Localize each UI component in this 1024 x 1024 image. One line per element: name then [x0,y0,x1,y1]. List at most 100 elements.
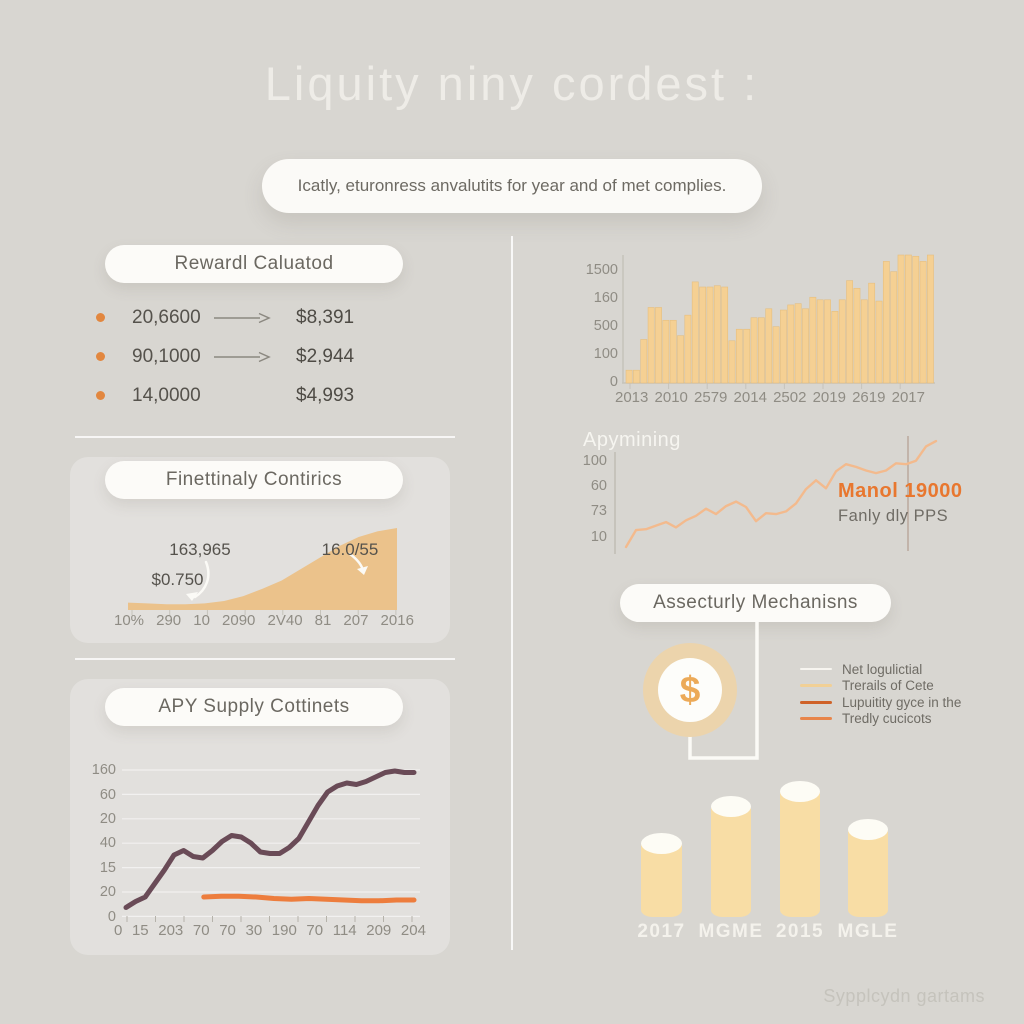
reward-amount: 14,0000 [132,384,201,406]
apy-supply-section-header: APY Supply Cottinets [105,688,403,726]
footer-text: Sypplcydn gartams [823,986,985,1006]
finettinaly-x-ticks: 10% 290 10 2090 2V40 81 207 2016 [114,612,414,629]
legend-swatch [800,700,832,704]
finettinaly-area-chart [128,528,397,615]
tick-label: 100 [593,346,618,362]
volume-y-ticks: 1500 160 500 100 0 [580,256,618,396]
tick-label: 500 [593,318,618,334]
apymining-line-chart [624,436,938,551]
tick-label: 114 [332,922,357,939]
cylinder-label: 2015 [775,921,825,942]
tick-label: 30 [245,922,263,939]
cylinder-top [641,833,682,854]
tick-label: 0 [107,908,116,925]
tick-label: 20 [99,884,116,901]
tick-label: 2017 [891,389,925,406]
tick-label: 2013 [615,389,649,406]
tick-label: 0 [114,922,123,939]
tick-label: 70 [306,922,324,939]
finettinaly-section-header: Finettinaly Contirics [105,461,403,499]
tick-label: 190 [271,922,297,939]
legend-swatch [800,668,832,671]
tick-label: 204 [400,922,426,939]
legend-item: Tredly cucicots [800,711,1010,728]
tick-label: 2579 [694,389,728,406]
tick-label: 10 [590,528,607,545]
mechanisms-header-label: Assecturly Mechanisns [653,592,858,613]
page-title: Liquity niny cordest : [264,57,760,110]
reward-row: 14,0000 $4,993 [96,376,426,415]
legend-label: Net logulictial [842,661,923,677]
arrow-right-icon [212,312,282,324]
reward-value: $2,944 [296,345,355,367]
legend-label: Trerails of Cete [842,678,934,694]
tick-label: 60 [99,786,116,803]
reward-header-label: Rewardl Caluatod [174,253,334,274]
divider-1 [75,436,455,438]
tick-label: 209 [366,922,392,939]
apymining-y-ticks: 100 60 73 10 [575,448,607,549]
subtitle-banner: Icatly, eturonress anvalutits for year a… [262,159,762,213]
legend-item: Lupuitity gyce in the [800,694,1010,711]
tick-label: 160 [593,290,618,306]
cylinder-bar [641,833,682,917]
reward-value: $8,391 [296,306,355,328]
bullet-icon [96,391,105,400]
volume-x-ticks: 2013 2010 2579 2014 2502 2019 2619 2017 [615,389,925,406]
apy-supply-line-chart [122,768,420,922]
arrow-right-icon [212,351,282,363]
tick-label: 70 [219,922,236,939]
dollar-glyph: $ [679,669,701,710]
cylinder-bar [711,796,751,917]
tick-label: 2502 [773,389,807,406]
finettinaly-header-label: Finettinaly Contirics [165,469,343,490]
legend-swatch [800,684,832,688]
tick-label: 160 [91,762,116,779]
tick-label: 2010 [654,389,688,406]
subtitle-text: Icatly, eturonress anvalutits for year a… [297,176,727,195]
tick-label: 70 [192,922,210,939]
dollar-icon: $ [658,658,722,722]
reward-value: $4,993 [296,384,355,406]
finettinaly-annotation-3: 16.0/55 [321,540,379,559]
tick-label: 2619 [852,389,886,406]
reward-row: 20,6600 $8,391 [96,298,426,337]
tick-label: 2014 [733,389,767,406]
apy-supply-x-ticks: 0 15 203 70 70 30 190 70 114 209 204 [114,922,426,939]
finettinaly-annotation-1: 163,965 [169,540,231,559]
tick-label: 100 [582,452,607,469]
tick-label: 81 [314,612,332,629]
cylinder-label: MGLE [837,921,899,942]
tick-label: 2016 [380,612,414,629]
cylinder-top [780,781,820,802]
bullet-icon [96,313,105,322]
apy-supply-header-label: APY Supply Cottinets [158,696,350,717]
mechanisms-legend: Net logulictial Trerails of Cete Lupuitity… [800,661,1010,727]
cylinder-top [848,819,888,840]
apymining-title: Apymining [583,429,681,451]
mechanisms-section-header: Assecturly Mechanisns [620,584,891,622]
tick-label: 15 [99,859,116,876]
reward-amount: 90,1000 [132,345,201,367]
legend-label: Lupuitity gyce in the [842,694,962,710]
tick-label: 10 [193,612,210,629]
tick-label: 2019 [812,389,846,406]
tick-label: 2V40 [267,612,303,629]
tick-label: 290 [156,612,182,629]
tick-label: 1500 [585,262,618,278]
tick-label: 10% [114,612,145,629]
center-divider [511,236,513,950]
finettinaly-annotation-2: $0.750 [151,570,204,589]
legend-item: Net logulictial [800,661,1010,678]
reward-row: 90,1000 $2,944 [96,337,426,376]
tick-label: 0 [609,374,618,390]
apymining-y-axis [614,452,616,554]
tick-label: 20 [99,810,116,827]
tick-label: 73 [590,503,607,520]
divider-2 [75,658,455,660]
cylinder-bar [780,781,820,917]
cylinder-bar [848,819,888,917]
legend-swatch [800,717,832,721]
cylinder-label: 2017 [637,921,686,942]
